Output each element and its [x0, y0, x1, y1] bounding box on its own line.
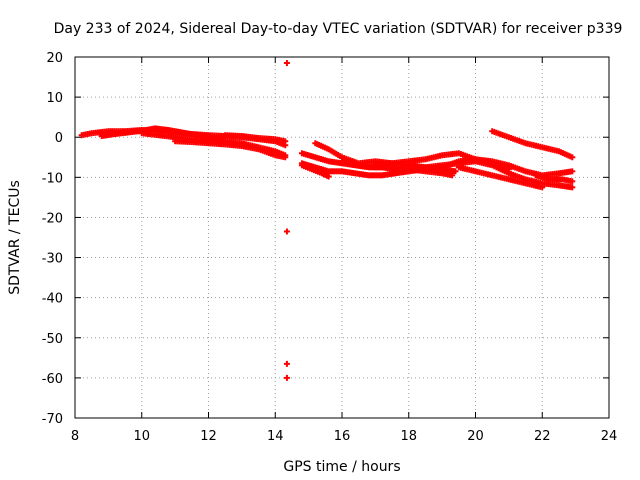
data-point: [569, 178, 576, 185]
y-tick-label: 20: [46, 51, 63, 66]
data-point: [283, 360, 290, 367]
data-point: [449, 172, 456, 179]
data-point: [283, 374, 290, 381]
x-tick-label: 10: [133, 429, 150, 444]
y-tick-label: -40: [42, 292, 63, 307]
y-tick-label: -60: [42, 372, 63, 387]
data-points: [78, 60, 576, 381]
x-tick-label: 8: [71, 429, 79, 444]
data-point: [283, 228, 290, 235]
y-tick-label: -10: [42, 171, 63, 186]
y-axis-title: SDTVAR / TECUs: [7, 180, 23, 295]
x-tick-label: 20: [467, 429, 484, 444]
x-axis-title: GPS time / hours: [283, 459, 400, 475]
y-tick-label: 10: [46, 91, 63, 106]
data-point: [282, 138, 289, 145]
grid: [75, 57, 609, 418]
x-axis-tick-labels: 8 10 12 14 16 18 20 22 24: [71, 429, 617, 444]
data-point: [569, 184, 576, 191]
y-axis-tick-labels: 20 10 0 -10 -20 -30 -40 -50 -60 -70: [42, 51, 63, 427]
x-tick-label: 14: [267, 429, 284, 444]
axis-ticks: [74, 56, 610, 419]
data-point: [452, 168, 459, 175]
chart-title: Day 233 of 2024, Sidereal Day-to-day VTE…: [54, 21, 623, 37]
x-tick-label: 12: [200, 429, 217, 444]
y-tick-label: -50: [42, 332, 63, 347]
x-tick-label: 18: [400, 429, 417, 444]
data-point: [569, 168, 576, 175]
data-point: [283, 60, 290, 67]
x-tick-label: 16: [334, 429, 351, 444]
y-tick-label: -70: [42, 412, 63, 427]
data-point: [282, 154, 289, 161]
y-tick-label: -20: [42, 211, 63, 226]
y-tick-label: 0: [55, 131, 63, 146]
data-point: [569, 154, 576, 161]
data-point: [325, 173, 332, 180]
x-tick-label: 24: [601, 429, 618, 444]
data-point: [539, 184, 546, 191]
x-tick-label: 22: [534, 429, 551, 444]
y-tick-label: -30: [42, 252, 63, 267]
